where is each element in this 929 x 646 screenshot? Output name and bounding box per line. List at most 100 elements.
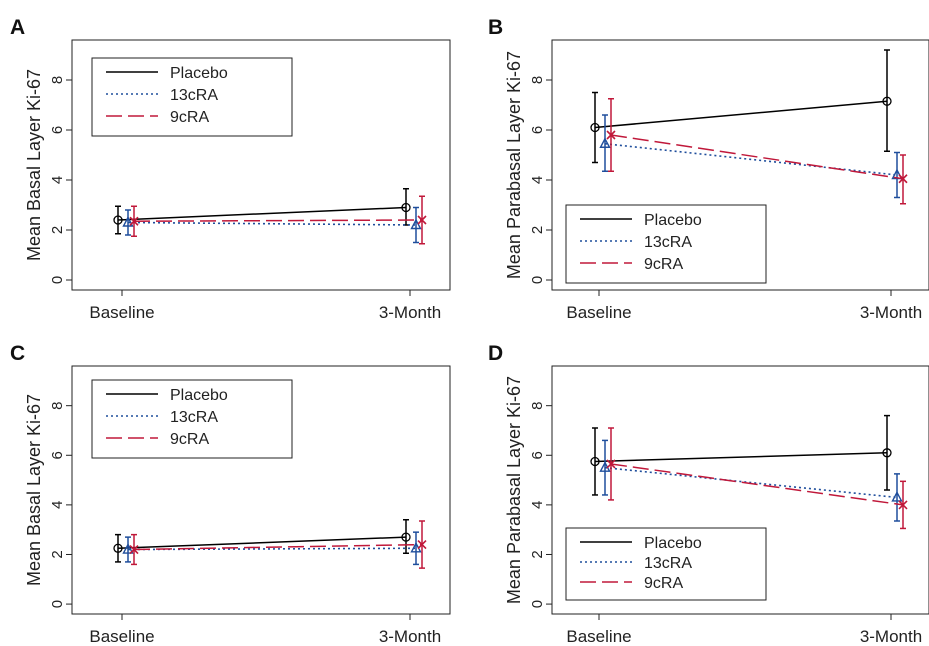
series-9cra xyxy=(606,427,908,530)
y-tick-label: 8 xyxy=(49,402,66,410)
data-point xyxy=(417,215,427,225)
data-point xyxy=(882,96,892,106)
legend-box xyxy=(91,57,293,137)
y-tick-label: 6 xyxy=(529,451,546,459)
series-line xyxy=(133,219,423,222)
series-9cra xyxy=(606,98,908,205)
data-point xyxy=(122,216,134,227)
series-line xyxy=(133,543,423,551)
legend-label-placebo: Placebo xyxy=(170,65,228,82)
series-line xyxy=(127,547,417,551)
series-9cra xyxy=(129,520,427,569)
panel-label: D xyxy=(488,342,503,365)
legend-label-placebo: Placebo xyxy=(644,535,702,552)
data-point xyxy=(129,544,139,555)
y-tick-label: 8 xyxy=(529,402,546,410)
plot-frame xyxy=(551,39,929,291)
x-tick-label: Baseline xyxy=(566,627,631,646)
data-point xyxy=(401,202,411,213)
plot-frame xyxy=(551,365,929,615)
data-point xyxy=(606,130,616,140)
panel-label: A xyxy=(10,16,25,39)
legend-label-13cra: 13cRA xyxy=(170,409,218,426)
legend-box xyxy=(91,379,293,459)
x-tick-label: Baseline xyxy=(89,627,154,646)
legend-label-13cra: 13cRA xyxy=(170,87,218,104)
data-point xyxy=(113,543,123,553)
y-tick-label: 2 xyxy=(529,550,546,558)
legend: Placebo 13cRA 9cRA xyxy=(565,527,767,601)
x-tick-label: 3-Month xyxy=(860,303,922,322)
data-point xyxy=(898,500,908,510)
chart-panel-b: B 0 2 4 6 8 Mean Parabasal Layer Ki-67 Baseline… xyxy=(488,16,929,322)
legend: Placebo 13cRA 9cRA xyxy=(91,379,293,459)
series-line xyxy=(604,466,898,499)
legend-label-9cra: 9cRA xyxy=(170,109,209,126)
plot-frame xyxy=(71,365,451,615)
y-tick-label: 2 xyxy=(529,226,546,234)
legend-box xyxy=(565,527,767,601)
panel-label: C xyxy=(10,342,25,365)
x-tick-label: 3-Month xyxy=(860,627,922,646)
panel-label: B xyxy=(488,16,503,39)
data-point xyxy=(599,137,611,148)
data-point xyxy=(891,490,903,502)
y-tick-label: 8 xyxy=(529,76,546,84)
series-line xyxy=(594,100,888,129)
y-tick-label: 8 xyxy=(49,76,66,84)
series-placebo xyxy=(590,49,892,164)
series-line xyxy=(594,452,888,463)
data-point xyxy=(898,174,908,184)
series-13cra xyxy=(122,206,422,244)
y-axis-label: Mean Basal Layer Ki-67 xyxy=(24,394,44,586)
data-point xyxy=(401,532,411,542)
y-tick-label: 6 xyxy=(529,126,546,134)
x-tick-label: 3-Month xyxy=(379,303,441,322)
legend: Placebo 13cRA 9cRA xyxy=(91,57,293,137)
y-tick-label: 0 xyxy=(49,600,66,608)
data-point xyxy=(113,215,123,225)
y-axis-label: Mean Basal Layer Ki-67 xyxy=(24,69,44,261)
data-point xyxy=(122,543,134,554)
legend-box xyxy=(565,204,767,284)
y-tick-label: 6 xyxy=(49,451,66,459)
y-tick-label: 0 xyxy=(49,276,66,284)
legend-label-13cra: 13cRA xyxy=(644,234,692,251)
legend: Placebo 13cRA 9cRA xyxy=(565,204,767,284)
data-point xyxy=(882,448,892,458)
y-tick-label: 4 xyxy=(529,501,546,509)
y-tick-label: 4 xyxy=(529,176,546,184)
series-13cra xyxy=(599,439,903,522)
series-line xyxy=(610,463,904,506)
legend-label-placebo: Placebo xyxy=(644,212,702,229)
data-point xyxy=(590,122,600,133)
data-point xyxy=(417,539,427,550)
x-tick-label: 3-Month xyxy=(379,627,441,646)
chart-panel-d: D 0 2 4 6 8 Mean Parabasal Layer Ki-67 Baseline… xyxy=(488,342,929,646)
series-9cra xyxy=(129,195,427,245)
series-placebo xyxy=(113,519,411,563)
data-point xyxy=(590,456,600,467)
series-placebo xyxy=(113,188,411,235)
series-line xyxy=(610,134,904,180)
series-line xyxy=(127,221,417,226)
legend-label-13cra: 13cRA xyxy=(644,555,692,572)
legend-label-9cra: 9cRA xyxy=(644,256,683,273)
y-tick-label: 0 xyxy=(529,276,546,284)
data-point xyxy=(129,216,139,226)
y-axis-label: Mean Parabasal Layer Ki-67 xyxy=(504,376,524,604)
y-tick-label: 6 xyxy=(49,126,66,134)
legend-label-9cra: 9cRA xyxy=(644,575,683,592)
series-placebo xyxy=(590,414,892,496)
legend-label-9cra: 9cRA xyxy=(170,431,209,448)
y-tick-label: 4 xyxy=(49,176,66,184)
x-tick-label: Baseline xyxy=(89,303,154,322)
legend-label-placebo: Placebo xyxy=(170,387,228,404)
x-tick-label: Baseline xyxy=(566,303,631,322)
y-tick-label: 2 xyxy=(49,550,66,558)
y-tick-label: 4 xyxy=(49,501,66,509)
data-point xyxy=(606,459,616,469)
chart-panel-c: C 0 2 4 6 8 Mean Basal Layer Ki-67 Baseline 3-Mo… xyxy=(10,342,451,646)
series-line xyxy=(117,536,407,550)
plot-frame xyxy=(71,39,451,291)
